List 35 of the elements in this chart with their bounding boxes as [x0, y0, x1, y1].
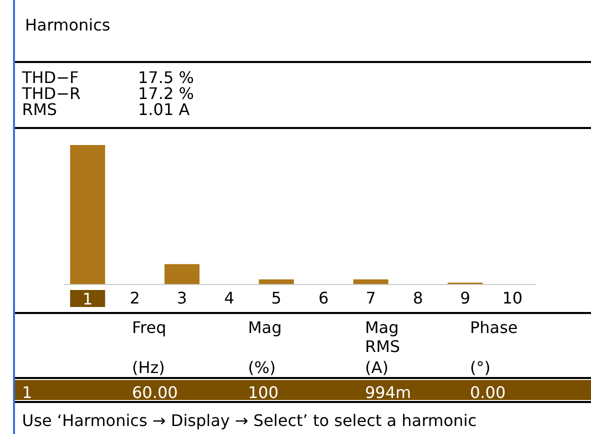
x-tick-label: 1 [82, 290, 93, 308]
x-tick-label: 10 [502, 288, 523, 308]
text: 100 [248, 383, 279, 402]
x-tick-label: 8 [412, 288, 424, 308]
x-tick-label: 7 [366, 288, 376, 308]
text: Mag [248, 318, 282, 337]
text: (Hz) [132, 358, 165, 377]
text: Use ‘Harmonics → Display → Select’ to select a harmonic [22, 411, 477, 430]
text: RMS [22, 100, 58, 119]
x-tick-label: 3 [176, 288, 188, 308]
text: Freq [132, 318, 166, 337]
bar [164, 264, 200, 284]
bar [70, 145, 106, 284]
text: THD−F [21, 68, 79, 87]
text: THD−R [21, 84, 81, 103]
text: 0.00 [470, 383, 506, 402]
text: 1 [22, 383, 32, 402]
text: 994m [365, 383, 412, 402]
text: 17.2 % [138, 84, 194, 103]
text: Mag RMS [365, 318, 400, 356]
text: Phase [470, 318, 518, 337]
text: (%) [248, 358, 276, 377]
bar [353, 279, 388, 284]
x-tick-label: 4 [224, 288, 234, 308]
bar [258, 279, 294, 284]
x-tick-label: 6 [318, 288, 329, 308]
text: 17.5 % [138, 68, 194, 87]
text: (°) [470, 358, 490, 377]
x-tick-label: 5 [271, 288, 282, 308]
chart-title: Harmonics [25, 16, 110, 34]
text: (A) [365, 358, 388, 377]
x-tick-label: 9 [460, 288, 470, 308]
text: 60.00 [132, 383, 178, 402]
text: 1.01 A [138, 100, 190, 119]
x-tick-label: 2 [130, 288, 140, 308]
